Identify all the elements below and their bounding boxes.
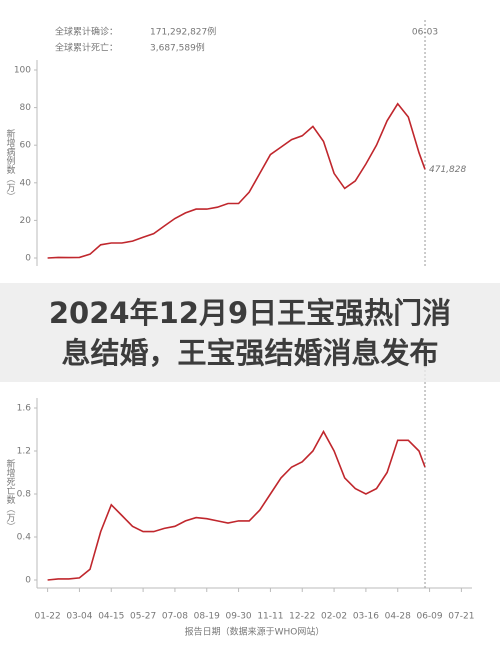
summary-label: 全球累计确诊： [55, 26, 118, 38]
series-line [47, 429, 426, 581]
banner-title: 2024年12月9日王宝强热门消息结婚，王宝强结婚消息发布 [48, 295, 452, 370]
x-tick-label: 01-22 [35, 612, 61, 622]
y-axis-label: 新增死亡数（万） [5, 458, 16, 531]
y-tick-label: 100 [14, 66, 31, 76]
marker-label: 06-03 [412, 28, 438, 38]
y-tick-label: 1.6 [17, 404, 32, 414]
summary-label: 全球累计死亡： [55, 42, 118, 54]
x-tick-label: 04-15 [98, 612, 124, 622]
x-tick-label: 09-30 [226, 612, 252, 622]
value-label: 471,828 [429, 165, 466, 175]
summary-value: 171,292,827例 [150, 26, 216, 38]
x-axis-label: 报告日期（数据来源于WHO网站） [185, 626, 325, 638]
y-tick-label: 40 [20, 178, 32, 188]
summary-value: 3,687,589例 [150, 42, 205, 54]
y-tick-label: 0.8 [17, 490, 32, 500]
y-tick-label: 20 [20, 216, 32, 226]
x-tick-label: 07-08 [162, 612, 188, 622]
y-tick-label: 80 [20, 103, 32, 113]
x-tick-label: 03-16 [353, 612, 379, 622]
y-tick-label: 0.4 [17, 533, 32, 543]
y-tick-label: 1.2 [17, 447, 31, 457]
y-tick-label: 0 [25, 254, 31, 264]
y-tick-label: 0 [25, 576, 31, 586]
y-tick-label: 60 [20, 141, 32, 151]
x-tick-label: 04-28 [385, 612, 411, 622]
x-tick-label: 12-22 [289, 612, 315, 622]
x-tick-label: 08-19 [194, 612, 220, 622]
x-tick-label: 11-11 [257, 612, 283, 622]
x-tick-label: 06-09 [416, 612, 442, 622]
banner: 2024年12月9日王宝强热门消息结婚，王宝强结婚消息发布 [0, 283, 500, 382]
y-axis-label: 新增病例数（万） [5, 128, 16, 201]
series-line [47, 102, 426, 259]
x-tick-label: 02-02 [321, 612, 347, 622]
x-tick-label: 07-21 [448, 612, 474, 622]
x-tick-label: 03-04 [66, 612, 92, 622]
x-tick-label: 05-27 [130, 612, 156, 622]
